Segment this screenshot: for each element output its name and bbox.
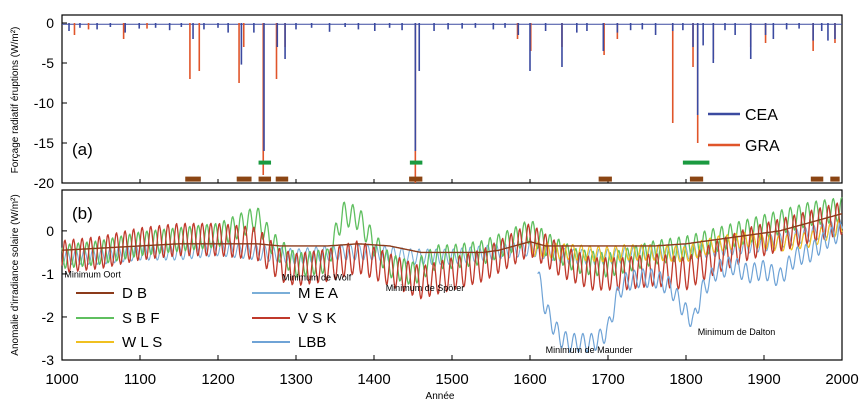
annotation-minimum: Minimum Oort — [64, 269, 121, 279]
y-tick-label: -1 — [42, 266, 55, 282]
event-marker-brown — [810, 176, 824, 182]
x-tick-label: 1100 — [124, 371, 156, 388]
x-tick-label: 1600 — [513, 371, 546, 388]
x-axis-title: Année — [426, 391, 455, 402]
annotation-minimum: Minimum de Spörer — [386, 283, 465, 293]
legend-b-label-sbf: S B F — [122, 310, 160, 327]
y-axis-title-b: Anomalie d'irradiance solaire (W/m²) — [10, 194, 21, 355]
annotation-minimum: Minimum de Maunder — [546, 345, 633, 355]
y-tick-label: -2 — [42, 309, 55, 325]
event-marker-brown — [275, 176, 289, 182]
event-marker-brown — [258, 176, 272, 182]
y-tick-label: -5 — [42, 55, 55, 71]
annotation-minimum: Minimum de Dalton — [698, 327, 776, 337]
y-axis-title-a: Forçage radiatif éruptions (W/m²) — [10, 27, 21, 174]
legend-b-label-wls: W L S — [122, 334, 162, 351]
panel-b-solar-irradiance: 0 -1 -2 -3 1000 1100 1200 1300 1400 1500 1600 1700 1… — [10, 189, 859, 402]
x-tick-label: 1400 — [357, 371, 390, 388]
event-marker-brown — [236, 176, 252, 182]
x-tick-label: 1800 — [669, 371, 702, 388]
x-tick-label: 1000 — [45, 371, 78, 388]
series-line-db — [61, 213, 843, 254]
event-marker-brown — [185, 176, 201, 182]
x-tick-label: 2000 — [825, 371, 858, 388]
series-line-lbb — [537, 221, 843, 353]
event-marker-green — [409, 160, 423, 165]
event-marker-green — [682, 160, 710, 165]
x-tick-label: 1300 — [279, 371, 312, 388]
event-marker-brown — [689, 176, 704, 182]
panel-a-frame — [61, 14, 843, 184]
legend-b-label-vsk: V S K — [298, 310, 336, 327]
legend-a-label-cea: CEA — [745, 107, 778, 124]
legend-b-label-mea: M E A — [298, 285, 338, 302]
x-tick-label: 1700 — [591, 371, 624, 388]
panel-a-volcanic-forcing: 0 -5 -10 -15 -20 (a) CEA GRA Forçage radiatif ér… — [10, 14, 843, 191]
x-tick-label: 1200 — [201, 371, 234, 388]
y-tick-label: -20 — [34, 175, 54, 191]
annotation-minimum: Minimum de Wolf — [282, 272, 352, 282]
legend-b-label-lbb: LBB — [298, 334, 326, 351]
y-tick-label: 0 — [46, 15, 54, 31]
x-tick-label: 1500 — [435, 371, 468, 388]
panel-b-label: (b) — [72, 204, 93, 223]
y-tick-label: 0 — [46, 223, 54, 239]
event-marker-green — [258, 160, 272, 165]
event-marker-brown — [830, 176, 840, 182]
event-marker-brown — [409, 176, 423, 182]
event-marker-brown — [598, 176, 612, 182]
panel-a-label: (a) — [72, 140, 93, 159]
x-tick-label: 1900 — [747, 371, 780, 388]
y-tick-label: -15 — [34, 135, 54, 151]
series-line-vsk — [61, 202, 843, 300]
y-tick-label: -10 — [34, 95, 54, 111]
legend-b-label-db: D B — [122, 285, 147, 302]
y-tick-label: -3 — [42, 352, 55, 368]
legend-a-label-gra: GRA — [745, 138, 780, 155]
